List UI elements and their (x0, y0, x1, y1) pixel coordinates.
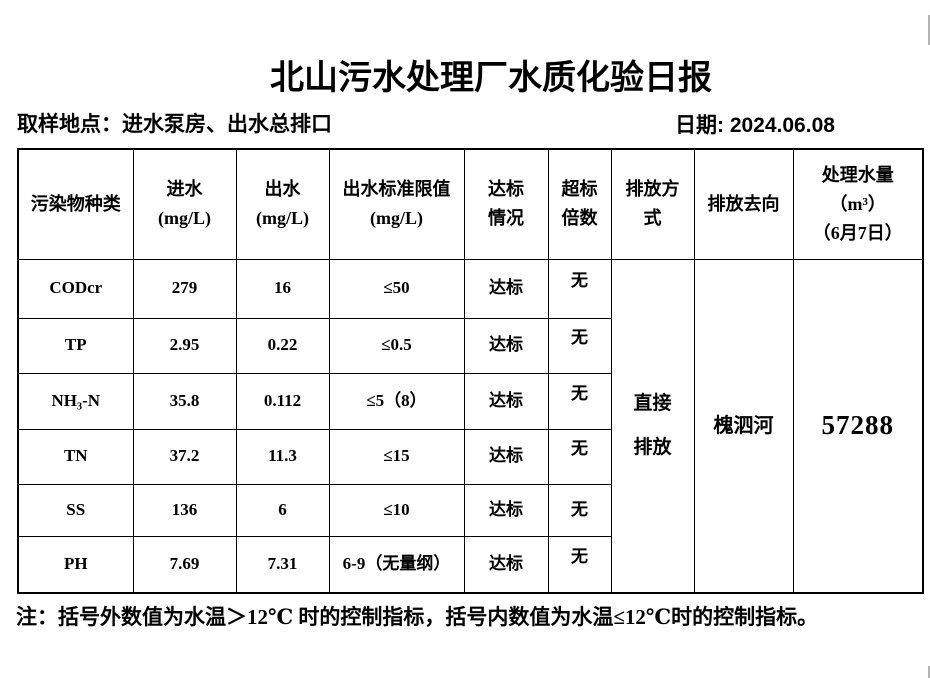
cell-influent: 279 (132, 258, 237, 319)
report-date-label: 日期: 2024.06.08 (675, 114, 835, 137)
cell-effluent: 7.31 (235, 535, 330, 594)
cell-pollutant: TP (17, 317, 134, 374)
table-row-tn: TN 37.2 11.3 ≤15 达标 无 (17, 428, 923, 485)
header-effluent: 出水 (mg/L) (235, 148, 330, 260)
cell-influent: 136 (132, 483, 237, 537)
header-compliance: 达标 情况 (463, 148, 549, 260)
cell-effluent: 0.22 (235, 317, 330, 374)
table-row-tp: TP 2.95 0.22 ≤0.5 达标 无 (17, 317, 923, 374)
table-row-ph: PH 7.69 7.31 6-9（无量纲） 达标 无 (17, 535, 923, 594)
scrollbar-thumb-fragment-top[interactable] (928, 15, 930, 45)
table-row-codcr: CODcr 279 16 ≤50 达标 无 直接 排放 槐泗河 57288 (17, 258, 924, 594)
cell-influent: 2.95 (132, 317, 237, 374)
cell-influent: 37.2 (132, 428, 237, 485)
sampling-location-label: 取样地点：进水泵房、出水总排口 (17, 112, 332, 136)
cell-exceedance: 无 (547, 372, 612, 430)
page-title: 北山污水处理厂水质化验日报 (270, 60, 712, 97)
cell-influent: 7.69 (132, 535, 237, 594)
cell-compliance: 达标 (463, 258, 549, 319)
cell-influent: 35.8 (132, 372, 237, 430)
cell-compliance: 达标 (463, 372, 549, 430)
table-header-row: 污染物种类 进水 (mg/L) 出水 (mg/L) 出水标准限值 (mg/L) … (17, 148, 924, 260)
table-row-nh3n: NH₃-N 35.8 0.112 ≤5（8） 达标 无 (17, 372, 923, 430)
cell-pollutant: SS (17, 483, 134, 537)
cell-exceedance: 无 (547, 483, 612, 537)
cell-pollutant: TN (17, 428, 134, 485)
cell-effluent: 11.3 (235, 428, 330, 485)
cell-pollutant: PH (17, 535, 134, 594)
cell-treated-water-volume: 57288 (792, 258, 924, 594)
cell-exceedance: 无 (547, 535, 612, 594)
cell-limit: ≤0.5 (328, 317, 465, 374)
header-discharge-method: 排放方 式 (610, 148, 695, 260)
cell-exceedance: 无 (547, 317, 612, 374)
cell-discharge-method: 直接 排放 (610, 258, 695, 594)
header-influent: 进水 (mg/L) (132, 148, 237, 260)
cell-pollutant: NH₃-N (17, 372, 134, 430)
cell-compliance: 达标 (463, 535, 549, 594)
header-discharge-destination: 排放去向 (693, 148, 794, 260)
cell-limit: ≤15 (328, 428, 465, 485)
header-pollutant-type: 污染物种类 (17, 148, 134, 260)
footnote: 注：括号外数值为水温＞12℃ 时的控制指标，括号内数值为水温≤12℃时的控制指标… (16, 605, 819, 629)
header-effluent-limit: 出水标准限值 (mg/L) (328, 148, 465, 260)
cell-pollutant: CODcr (17, 258, 134, 319)
cell-effluent: 6 (235, 483, 330, 537)
cell-limit: ≤10 (328, 483, 465, 537)
cell-limit: 6-9（无量纲） (328, 535, 465, 594)
cell-discharge-destination: 槐泗河 (693, 258, 794, 594)
cell-compliance: 达标 (463, 428, 549, 485)
table-row-ss: SS 136 6 ≤10 达标 无 (17, 483, 923, 537)
cell-exceedance: 无 (547, 258, 612, 319)
cell-compliance: 达标 (463, 317, 549, 374)
cell-effluent: 0.112 (235, 372, 330, 430)
header-treated-water-volume: 处理水量 （m³） （6月7日） (792, 148, 924, 260)
cell-compliance: 达标 (463, 483, 549, 537)
cell-effluent: 16 (235, 258, 330, 319)
cell-limit: ≤50 (328, 258, 465, 319)
cell-limit: ≤5（8） (328, 372, 465, 430)
cell-exceedance: 无 (547, 428, 612, 485)
water-quality-table: 污染物种类 进水 (mg/L) 出水 (mg/L) 出水标准限值 (mg/L) … (17, 148, 924, 594)
scrollbar-thumb-fragment-bottom[interactable] (928, 666, 930, 678)
header-exceedance-multiple: 超标 倍数 (547, 148, 612, 260)
